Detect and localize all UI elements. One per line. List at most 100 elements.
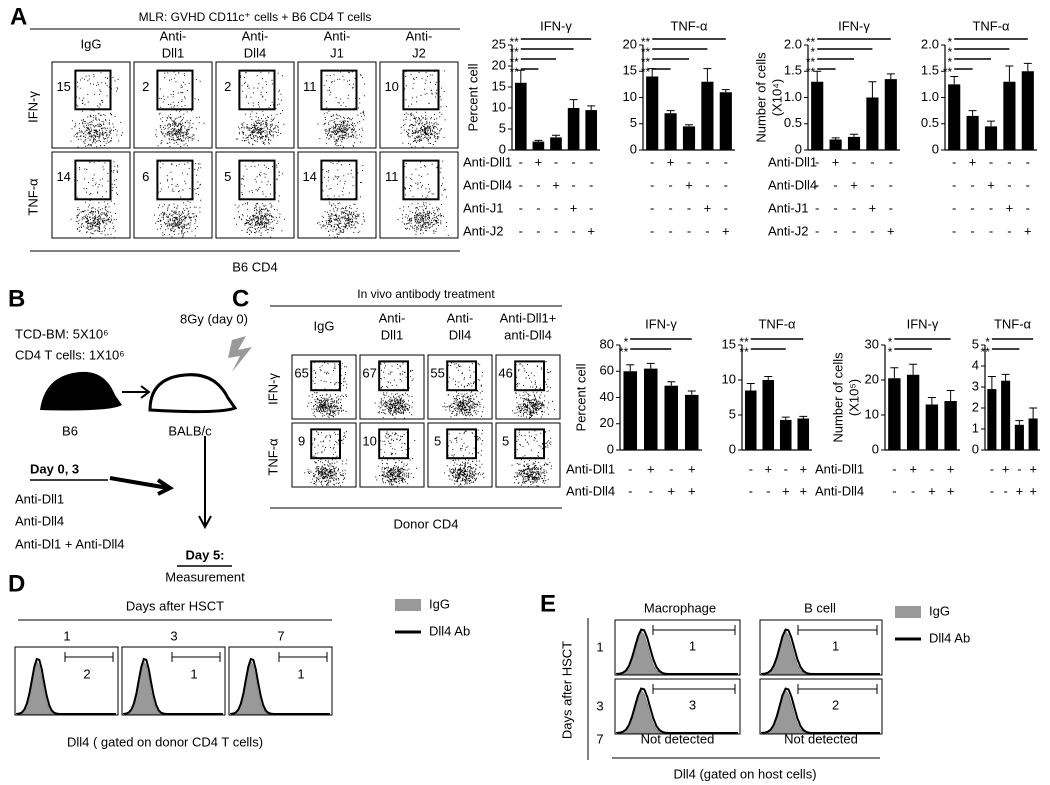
y-tick-label: 60 bbox=[600, 363, 614, 378]
y-tick-label: 10 bbox=[623, 89, 637, 104]
significance: * bbox=[948, 35, 953, 49]
treatment-sign: + bbox=[667, 154, 675, 169]
y-tick-label: 5 bbox=[499, 120, 506, 135]
treatment-label: Anti-Dll4 bbox=[566, 483, 615, 498]
bar bbox=[585, 110, 598, 150]
gate-value: 2 bbox=[142, 79, 149, 94]
gate bbox=[238, 69, 276, 111]
plot-frame bbox=[291, 354, 357, 420]
error-bar bbox=[831, 137, 840, 140]
bar bbox=[719, 92, 732, 150]
panel-header: Days after HSCT bbox=[126, 598, 224, 613]
y-tick-label: 0.5 bbox=[784, 115, 802, 130]
bar bbox=[664, 113, 677, 150]
treatment-sign: - bbox=[784, 461, 788, 476]
error-bar bbox=[927, 397, 936, 405]
gate-value: 2 bbox=[83, 666, 90, 681]
bar bbox=[984, 126, 998, 150]
bar bbox=[623, 371, 638, 450]
bar bbox=[1003, 81, 1016, 150]
y-tick-label: 5 bbox=[630, 115, 637, 130]
bar bbox=[925, 404, 939, 450]
gate bbox=[64, 652, 114, 662]
treatment-sign: - bbox=[554, 154, 558, 169]
treatment-sign: - bbox=[554, 223, 558, 238]
significance: * bbox=[888, 345, 893, 359]
gate-value: 65 bbox=[294, 366, 308, 381]
gate-value: 1 bbox=[190, 666, 197, 681]
bar bbox=[514, 82, 527, 150]
y-tick-label: 5 bbox=[972, 336, 979, 351]
column-label: Anti-Dll1+ bbox=[500, 310, 557, 325]
treatment-sign: + bbox=[869, 200, 877, 215]
endpoint-label: Measurement bbox=[165, 569, 245, 584]
treatment-sign: - bbox=[589, 200, 593, 215]
y-tick-label: 10 bbox=[722, 371, 736, 386]
bar bbox=[1028, 418, 1038, 450]
gate-value: 5 bbox=[224, 169, 231, 184]
treatment-sign: - bbox=[668, 200, 672, 215]
bar bbox=[664, 385, 679, 450]
significance: ** bbox=[641, 55, 651, 69]
row-label: TNF-α bbox=[265, 438, 280, 476]
error-bar bbox=[569, 99, 578, 108]
gate-value: 1 bbox=[297, 666, 304, 681]
protocol-text: TCD-BM: 5X10⁶ bbox=[15, 326, 108, 341]
treatment-label: Anti-Dll1 bbox=[15, 491, 64, 506]
treatment-label: Anti-J1 bbox=[768, 200, 808, 215]
treatment-sign: - bbox=[989, 200, 993, 215]
treatment-sign: - bbox=[989, 154, 993, 169]
gate-value: Not detected bbox=[641, 731, 715, 746]
y-tick-label: 80 bbox=[600, 336, 614, 351]
treatment-sign: - bbox=[589, 177, 593, 192]
treatment-sign: - bbox=[833, 200, 837, 215]
plot-frame bbox=[495, 422, 561, 488]
plot-frame bbox=[215, 61, 295, 149]
dots bbox=[443, 428, 485, 488]
significance: ** bbox=[739, 345, 749, 359]
treatment-sign: - bbox=[1026, 200, 1030, 215]
treatment-sign: - bbox=[519, 154, 523, 169]
y-tick-label: 30 bbox=[865, 336, 879, 351]
significance: ** bbox=[509, 65, 519, 79]
dots bbox=[70, 70, 124, 148]
error-bar bbox=[850, 133, 858, 137]
gate-value: 14 bbox=[302, 169, 316, 184]
bar bbox=[906, 374, 920, 450]
gate bbox=[402, 159, 440, 201]
bar bbox=[1014, 424, 1024, 450]
significance: ** bbox=[509, 45, 519, 59]
treatment-sign: + bbox=[1016, 483, 1024, 498]
panel-letter: B bbox=[8, 285, 25, 312]
chart-title: IFN-γ bbox=[540, 18, 572, 33]
treatment-sign: - bbox=[724, 177, 728, 192]
significance: ** bbox=[806, 65, 816, 79]
gate bbox=[171, 652, 221, 662]
significance: ** bbox=[619, 345, 629, 359]
dots bbox=[512, 361, 555, 419]
axis-label: B6 CD4 bbox=[232, 259, 278, 274]
y-axis-label: Percent cell bbox=[465, 63, 480, 131]
y-tick-label: 5 bbox=[729, 406, 736, 421]
panel-letter: D bbox=[8, 570, 25, 597]
treatment-sign: + bbox=[799, 483, 807, 498]
treatment-sign: - bbox=[705, 223, 709, 238]
legend-label: IgG bbox=[429, 596, 450, 611]
panel-letter: C bbox=[232, 285, 249, 312]
dots bbox=[304, 431, 348, 487]
treatment-label: Anti-Dll1 bbox=[815, 461, 864, 476]
treatment-sign: - bbox=[650, 177, 654, 192]
chart-title: TNF-α bbox=[670, 18, 708, 33]
gate bbox=[652, 684, 736, 694]
dots bbox=[317, 71, 365, 148]
panel-letter: E bbox=[540, 590, 556, 617]
bar bbox=[987, 389, 997, 450]
treatment-sign: - bbox=[705, 177, 709, 192]
bar bbox=[567, 108, 580, 150]
column-label: Dll1 bbox=[162, 45, 184, 60]
legend-label: Dll4 Ab bbox=[929, 630, 970, 645]
treatment-sign: - bbox=[749, 461, 753, 476]
histogram-line bbox=[761, 687, 880, 734]
treatment-sign: + bbox=[688, 461, 696, 476]
